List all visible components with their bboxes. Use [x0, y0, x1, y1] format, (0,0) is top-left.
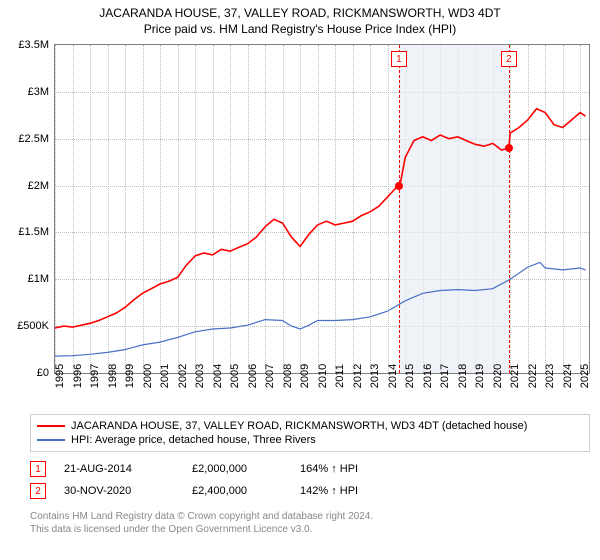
- legend-item-hpi: HPI: Average price, detached house, Thre…: [37, 433, 583, 447]
- x-tick-label: 1997: [89, 364, 101, 388]
- x-tick-label: 1999: [124, 364, 136, 388]
- x-tick-label: 2014: [387, 364, 399, 388]
- series-property: [55, 109, 586, 328]
- sale-marker-line: [509, 45, 510, 373]
- chart-subtitle: Price paid vs. HM Land Registry's House …: [0, 22, 600, 36]
- x-tick-label: 2015: [404, 364, 416, 388]
- x-tick-label: 2007: [264, 364, 276, 388]
- legend-label: JACARANDA HOUSE, 37, VALLEY ROAD, RICKMA…: [71, 420, 527, 432]
- sales-date: 21-AUG-2014: [64, 463, 174, 475]
- x-tick-label: 2002: [177, 364, 189, 388]
- sales-pct: 164% ↑ HPI: [300, 463, 390, 475]
- x-tick-label: 2016: [422, 364, 434, 388]
- legend-swatch: [37, 439, 65, 441]
- x-tick-label: 2022: [527, 364, 539, 388]
- footer-line: This data is licensed under the Open Gov…: [30, 523, 590, 536]
- y-tick-label: £1.5M: [18, 226, 49, 238]
- y-tick-label: £3.5M: [18, 39, 49, 51]
- sale-marker-badge: 2: [501, 51, 517, 67]
- x-tick-label: 1995: [54, 364, 66, 388]
- legend-item-property: JACARANDA HOUSE, 37, VALLEY ROAD, RICKMA…: [37, 419, 583, 433]
- x-tick-label: 2001: [159, 364, 171, 388]
- y-tick-label: £1M: [28, 273, 49, 285]
- x-tick-label: 2020: [492, 364, 504, 388]
- x-tick-label: 2003: [194, 364, 206, 388]
- x-tick-label: 2004: [212, 364, 224, 388]
- sale-marker-line: [399, 45, 400, 373]
- x-tick-label: 2017: [439, 364, 451, 388]
- sales-index-badge: 1: [30, 461, 46, 477]
- y-tick-label: £2.5M: [18, 133, 49, 145]
- x-tick-label: 2011: [334, 364, 346, 388]
- x-tick-label: 2012: [352, 364, 364, 388]
- legend-swatch: [37, 425, 65, 427]
- x-tick-label: 1996: [72, 364, 84, 388]
- chart-title: JACARANDA HOUSE, 37, VALLEY ROAD, RICKMA…: [0, 6, 600, 20]
- x-tick-label: 2021: [509, 364, 521, 388]
- sales-date: 30-NOV-2020: [64, 485, 174, 497]
- sales-price: £2,400,000: [192, 485, 282, 497]
- x-tick-label: 2018: [457, 364, 469, 388]
- y-tick-label: £0: [37, 367, 49, 379]
- x-tick-label: 2005: [229, 364, 241, 388]
- y-tick-label: £500K: [17, 320, 49, 332]
- x-tick-label: 2000: [142, 364, 154, 388]
- x-tick-label: 2013: [369, 364, 381, 388]
- sale-marker-badge: 1: [391, 51, 407, 67]
- footer-line: Contains HM Land Registry data © Crown c…: [30, 510, 590, 523]
- sales-row: 2 30-NOV-2020 £2,400,000 142% ↑ HPI: [30, 480, 590, 502]
- x-axis: 1995199619971998199920002001200220032004…: [54, 374, 590, 408]
- sales-index-badge: 2: [30, 483, 46, 499]
- legend: JACARANDA HOUSE, 37, VALLEY ROAD, RICKMA…: [30, 414, 590, 452]
- x-tick-label: 2010: [317, 364, 329, 388]
- sales-table: 1 21-AUG-2014 £2,000,000 164% ↑ HPI 2 30…: [30, 458, 590, 502]
- sale-marker-dot: [395, 182, 403, 190]
- x-tick-label: 2006: [247, 364, 259, 388]
- sales-pct: 142% ↑ HPI: [300, 485, 390, 497]
- y-tick-label: £2M: [28, 180, 49, 192]
- chart-container: JACARANDA HOUSE, 37, VALLEY ROAD, RICKMA…: [0, 0, 600, 536]
- sales-price: £2,000,000: [192, 463, 282, 475]
- plot-area: £0£500K£1M£1.5M£2M£2.5M£3M£3.5M 12: [54, 44, 590, 374]
- y-axis: £0£500K£1M£1.5M£2M£2.5M£3M£3.5M: [5, 45, 51, 373]
- x-tick-label: 2008: [282, 364, 294, 388]
- sale-marker-dot: [505, 144, 513, 152]
- footer-attribution: Contains HM Land Registry data © Crown c…: [30, 510, 590, 536]
- y-tick-label: £3M: [28, 86, 49, 98]
- x-tick-label: 2019: [474, 364, 486, 388]
- x-tick-label: 2009: [299, 364, 311, 388]
- chart-titles: JACARANDA HOUSE, 37, VALLEY ROAD, RICKMA…: [0, 0, 600, 36]
- x-tick-label: 2024: [562, 364, 574, 388]
- sales-row: 1 21-AUG-2014 £2,000,000 164% ↑ HPI: [30, 458, 590, 480]
- x-tick-label: 2023: [544, 364, 556, 388]
- x-tick-label: 2025: [579, 364, 591, 388]
- legend-label: HPI: Average price, detached house, Thre…: [71, 434, 316, 446]
- series-hpi: [55, 262, 586, 356]
- x-tick-label: 1998: [107, 364, 119, 388]
